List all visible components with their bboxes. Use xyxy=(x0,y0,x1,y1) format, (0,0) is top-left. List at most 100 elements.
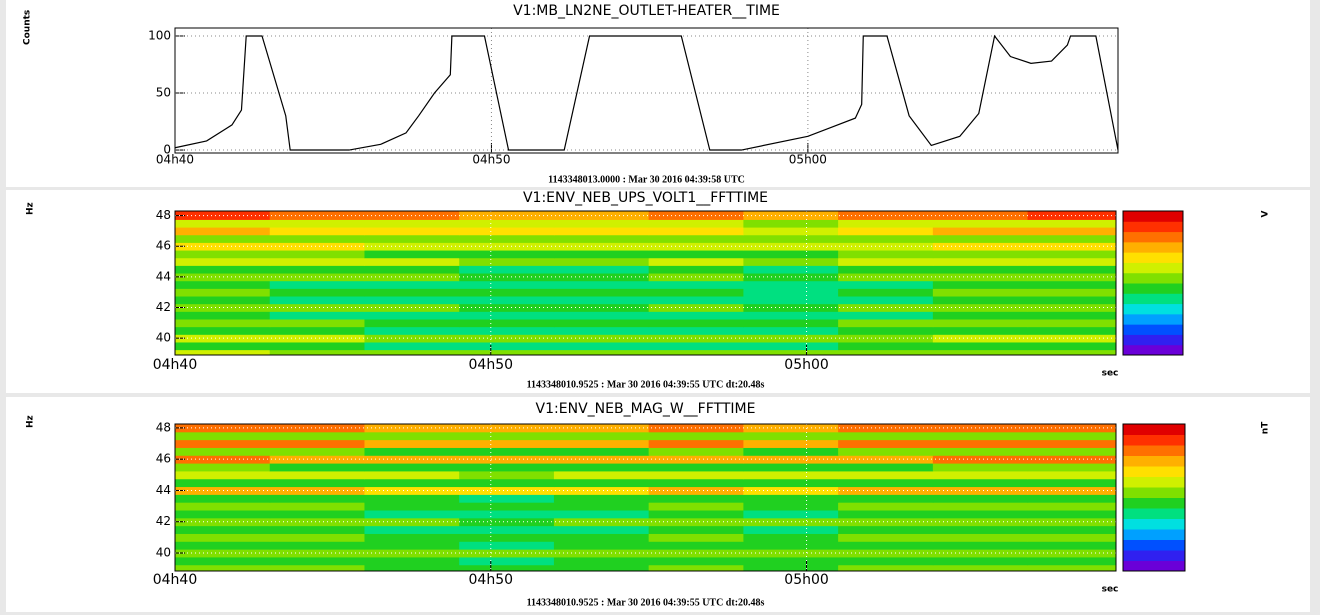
heat-cell xyxy=(838,349,934,356)
heat-cell xyxy=(648,334,744,343)
heat-cell xyxy=(1027,242,1117,251)
heat-cell xyxy=(364,502,460,511)
heat-cell xyxy=(648,455,744,464)
heat-cell xyxy=(838,303,934,312)
colorbar-cell xyxy=(1123,272,1183,284)
heat-cell xyxy=(1027,510,1117,519)
colorbar-cell xyxy=(1123,283,1183,294)
heat-cell xyxy=(364,564,460,572)
heat-cell xyxy=(838,541,934,550)
colorbar-cell xyxy=(1123,550,1185,561)
heat-cell xyxy=(175,564,271,572)
heat-cell xyxy=(553,424,650,433)
heat-cell xyxy=(648,556,744,566)
chart-title: V1:MB_LN2NE_OUTLET-HEATER__TIME xyxy=(513,3,780,19)
heat-cell xyxy=(553,502,650,511)
heat-cell xyxy=(553,439,650,448)
heat-cell xyxy=(364,326,460,335)
heat-cell xyxy=(459,349,555,356)
colorbar-frame xyxy=(1122,210,1184,356)
y-tick-label: 48 xyxy=(156,420,171,434)
heat-cell xyxy=(743,288,839,297)
heat-cell xyxy=(838,533,934,542)
heat-cell xyxy=(932,219,1029,228)
y-tick-label: 40 xyxy=(156,331,171,345)
heat-cell xyxy=(1027,478,1117,488)
caption: 1143348010.9525 : Mar 30 2016 04:39:55 U… xyxy=(527,379,765,390)
heat-cell xyxy=(648,510,744,519)
heat-cell xyxy=(459,234,555,243)
heat-cell xyxy=(743,326,839,335)
heat-cell xyxy=(175,265,271,274)
heat-cell xyxy=(459,431,555,441)
heat-cell xyxy=(175,424,271,433)
colorbar-cell xyxy=(1123,313,1183,325)
heat-cell xyxy=(648,502,744,511)
heat-cell xyxy=(838,227,934,236)
heat-cell xyxy=(553,510,650,519)
heat-cell xyxy=(364,556,460,566)
heat-cell xyxy=(364,533,460,542)
y-tick-label: 46 xyxy=(156,452,171,466)
heat-cell xyxy=(459,211,555,220)
heat-cell xyxy=(364,227,460,236)
heat-cell xyxy=(364,341,460,351)
heat-cell xyxy=(175,311,271,320)
heat-cell xyxy=(838,431,934,441)
heat-cell xyxy=(553,326,650,335)
colorbar-label: nT xyxy=(1261,421,1271,434)
heat-cell xyxy=(364,463,460,472)
heat-cell xyxy=(459,525,555,534)
heat-cell xyxy=(269,549,365,558)
heat-cell xyxy=(269,257,365,266)
heat-cell xyxy=(932,463,1029,472)
heat-cell xyxy=(175,447,271,456)
colorbar-cell xyxy=(1123,231,1183,243)
heat-cell xyxy=(459,311,555,320)
heat-cell xyxy=(459,242,555,251)
heat-cell xyxy=(459,470,555,480)
heat-cell xyxy=(175,556,271,566)
heat-cell xyxy=(269,494,365,503)
heat-cell xyxy=(932,273,1029,282)
heat-cell xyxy=(838,211,934,220)
heat-cell xyxy=(175,525,271,534)
heat-cell xyxy=(932,211,1029,220)
caption: 1143348010.9525 : Mar 30 2016 04:39:55 U… xyxy=(527,597,765,608)
heat-cell xyxy=(269,265,365,274)
heat-cell xyxy=(1027,288,1117,297)
heat-cell xyxy=(364,288,460,297)
heat-cell xyxy=(175,319,271,328)
heat-cell xyxy=(1027,326,1117,335)
heat-cell xyxy=(459,341,555,351)
heat-cell xyxy=(648,242,744,251)
x-tick-label: 05h00 xyxy=(784,572,829,588)
heat-cell xyxy=(838,424,934,433)
heat-cell xyxy=(932,242,1029,251)
heat-cell xyxy=(743,349,839,356)
heat-cell xyxy=(838,564,934,572)
colorbar-cell xyxy=(1123,241,1183,253)
heat-cell xyxy=(648,219,744,228)
heat-cell xyxy=(459,447,555,456)
heat-cell xyxy=(175,341,271,351)
heat-cell xyxy=(1027,463,1117,472)
heat-cell xyxy=(459,486,555,495)
heat-cell xyxy=(269,334,365,343)
heat-cell xyxy=(269,288,365,297)
heat-cell xyxy=(932,349,1029,356)
colorbar-cell xyxy=(1123,303,1183,315)
heat-cell xyxy=(459,296,555,305)
heat-cell xyxy=(364,265,460,274)
heat-cell xyxy=(553,470,650,480)
heat-cell xyxy=(269,341,365,351)
heat-cell xyxy=(553,303,650,312)
heat-cell xyxy=(269,525,365,534)
heat-cell xyxy=(175,431,271,441)
heat-cell xyxy=(1027,447,1117,456)
heat-cell xyxy=(838,242,934,251)
heat-cell xyxy=(743,219,839,228)
heat-cell xyxy=(838,525,934,534)
heat-cell xyxy=(743,470,839,480)
heat-cell xyxy=(838,341,934,351)
